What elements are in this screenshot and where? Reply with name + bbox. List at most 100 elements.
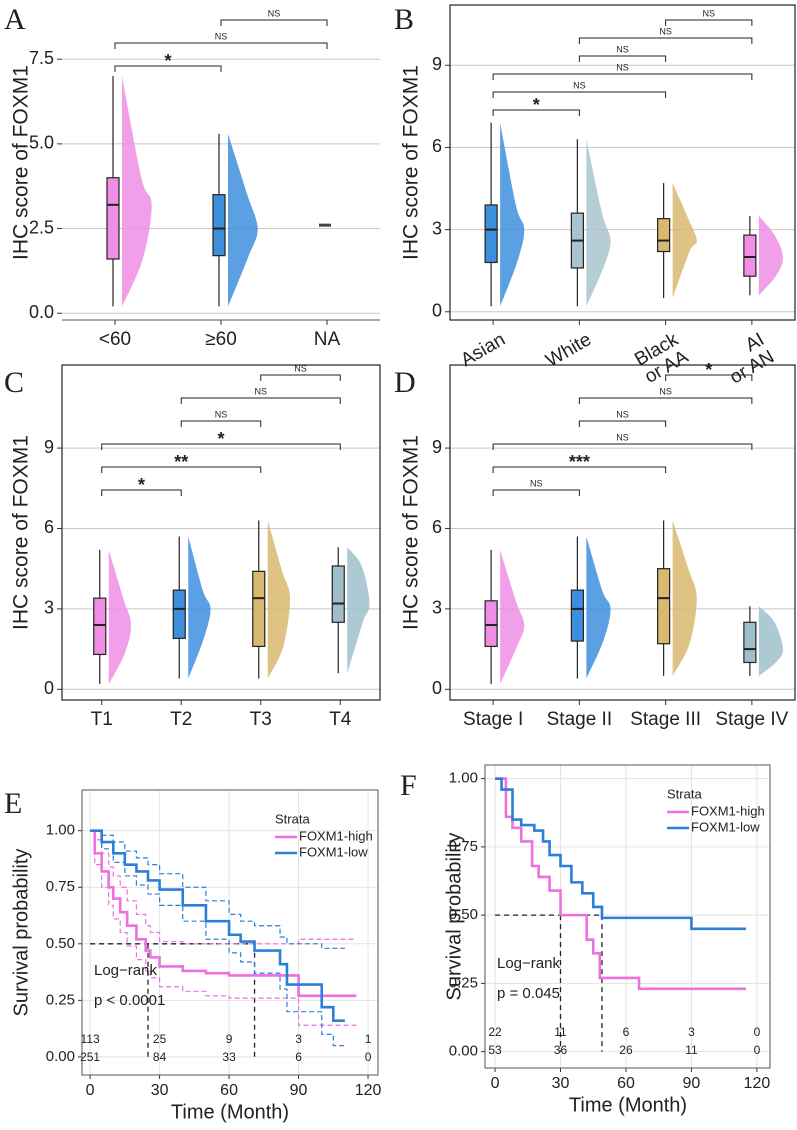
y-axis-title: Survival probability [10, 849, 32, 1017]
confidence-bound [90, 830, 345, 1047]
risk-count: 113 [81, 1032, 100, 1046]
significance-bracket [578, 397, 753, 404]
risk-count: 251 [80, 1050, 100, 1064]
x-tick-label: T1 [90, 709, 113, 730]
violin [347, 547, 370, 674]
panel-letter: C [4, 366, 24, 399]
x-tick-label: Stage I [463, 709, 524, 730]
box [657, 218, 671, 253]
box [252, 570, 266, 647]
y-tick-label: 0.00 [46, 1048, 75, 1065]
significance-bracket [220, 19, 328, 26]
significance-label: NS [215, 409, 228, 419]
y-tick-label: 0.25 [46, 991, 75, 1008]
violin [122, 76, 152, 307]
box [484, 204, 498, 264]
y-tick-label: 3 [44, 598, 54, 618]
risk-count: 6 [295, 1050, 302, 1064]
y-tick-label: 7.5 [29, 48, 54, 68]
y-axis-title: Survival probability [443, 833, 465, 1001]
y-tick-label: 2.5 [29, 217, 54, 237]
violin [586, 536, 611, 679]
plot-frame [449, 4, 796, 321]
x-tick-label: 0 [491, 1075, 500, 1092]
x-tick-label: T4 [329, 709, 352, 730]
x-tick-label: Stage III [630, 709, 702, 730]
significance-bracket [101, 489, 182, 496]
risk-count: 6 [623, 1025, 630, 1039]
y-tick-label: 0.50 [46, 935, 75, 952]
x-axis-title: Time (Month) [569, 1094, 687, 1116]
violin [758, 606, 784, 676]
significance-label: NS [702, 8, 715, 18]
significance-label: NS [268, 8, 281, 18]
y-tick-label: 6 [44, 517, 54, 537]
risk-count: 84 [153, 1050, 167, 1064]
significance-label: NS [616, 409, 629, 419]
significance-bracket [180, 397, 341, 404]
significance-label: ** [174, 452, 188, 472]
plot-background [485, 765, 770, 1068]
box [106, 177, 120, 260]
significance-label: NS [573, 80, 586, 90]
x-tick-label: 0 [86, 1082, 95, 1099]
significance-bracket [492, 91, 667, 98]
violin [188, 536, 211, 679]
y-tick-label: 9 [432, 437, 442, 457]
plot-frame [61, 364, 381, 701]
x-tick-label: Stage IV [715, 709, 789, 730]
risk-count: 22 [488, 1025, 502, 1039]
significance-bracket [114, 65, 222, 72]
significance-bracket [578, 55, 667, 62]
violin [500, 122, 525, 307]
survival-curve [495, 777, 746, 931]
violin [228, 133, 258, 307]
significance-label: * [164, 51, 171, 71]
violin [267, 520, 291, 679]
box [93, 597, 107, 656]
y-axis-title: IHC score of FOXM1 [10, 435, 33, 630]
survival-curve [90, 829, 345, 1023]
x-tick-label: 90 [683, 1075, 701, 1092]
box [657, 568, 671, 645]
box [484, 600, 498, 648]
significance-bracket [492, 466, 667, 473]
box [331, 565, 345, 623]
legend-title: Strata [667, 786, 702, 801]
legend-label: FOXM1-high [299, 828, 373, 843]
panel-letter: B [394, 3, 414, 36]
plot-frame [484, 764, 771, 1069]
x-tick-label: 90 [290, 1082, 308, 1099]
risk-count: 9 [226, 1032, 233, 1046]
box [212, 194, 226, 257]
x-tick-label: 60 [220, 1082, 238, 1099]
y-tick-label: 0 [432, 301, 442, 321]
legend-label: FOXM1-low [299, 844, 368, 859]
box [743, 234, 757, 277]
significance-label: * [217, 429, 224, 449]
y-tick-label: 0.75 [449, 838, 478, 855]
y-tick-label: 3 [432, 598, 442, 618]
significance-label: NS [294, 363, 307, 373]
violin [672, 520, 697, 676]
confidence-bound [90, 830, 357, 945]
legend-label: FOXM1-low [691, 819, 760, 834]
risk-count: 3 [688, 1025, 695, 1039]
plot-frame [81, 789, 379, 1076]
box [743, 621, 757, 664]
y-tick-label: 9 [44, 437, 54, 457]
y-axis-title: IHC score of FOXM1 [400, 65, 423, 260]
box [570, 589, 584, 642]
significance-bracket [665, 374, 753, 381]
panel-letter: D [394, 366, 416, 399]
significance-bracket [492, 109, 580, 116]
significance-label: *** [569, 452, 590, 472]
x-tick-label: T2 [170, 709, 193, 730]
x-axis-title: Time (Month) [171, 1101, 289, 1123]
significance-label: NS [616, 62, 629, 72]
confidence-bound [90, 830, 345, 949]
survival-curve [90, 829, 357, 998]
violin [500, 549, 525, 684]
violin [672, 183, 697, 299]
